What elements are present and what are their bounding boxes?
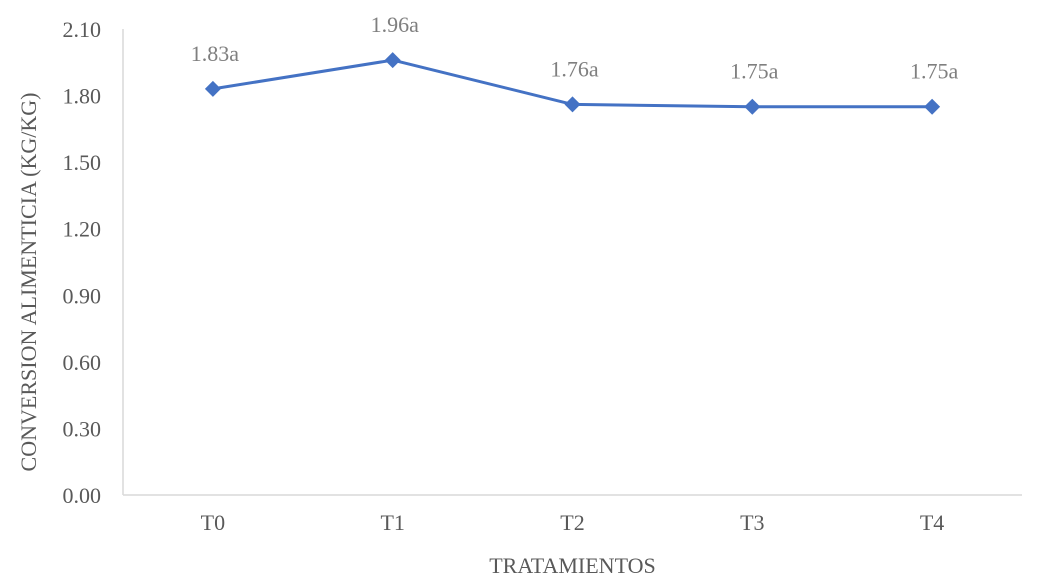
y-tick-label: 0.90	[63, 283, 102, 308]
y-axis: 0.00 0.30 0.60 0.90 1.20 1.50 1.80 2.10	[63, 17, 124, 508]
y-tick-label: 2.10	[63, 17, 102, 42]
data-point-marker	[564, 96, 581, 113]
data-label: 1.83a	[191, 41, 240, 66]
data-point-marker	[744, 98, 761, 115]
x-tick-label: T0	[201, 510, 225, 535]
y-axis-title: CONVERSION ALIMENTICIA (KG/KG)	[16, 93, 41, 472]
data-label: 1.76a	[550, 56, 599, 81]
y-tick-label: 1.50	[63, 150, 102, 175]
y-tick-label: 1.80	[63, 84, 102, 109]
x-tick-label: T3	[740, 510, 764, 535]
x-tick-label: T1	[380, 510, 404, 535]
data-label: 1.75a	[730, 59, 779, 84]
series-layer	[204, 52, 941, 115]
x-axis: T0 T1 T2 T3 T4	[123, 494, 1022, 535]
data-label: 1.75a	[910, 59, 959, 84]
y-tick-label: 1.20	[63, 217, 102, 242]
y-tick-label: 0.60	[63, 350, 102, 375]
x-tick-labels: T0 T1 T2 T3 T4	[201, 510, 945, 535]
y-tick-label: 0.30	[63, 416, 102, 441]
x-tick-label: T2	[560, 510, 584, 535]
data-point-marker	[204, 80, 221, 97]
y-tick-labels: 0.00 0.30 0.60 0.90 1.20 1.50 1.80 2.10	[63, 17, 102, 508]
x-tick-label: T4	[920, 510, 944, 535]
data-point-marker	[384, 52, 401, 69]
data-point-marker	[924, 98, 941, 115]
data-label: 1.96a	[371, 12, 420, 37]
y-tick-label: 0.00	[63, 483, 102, 508]
data-labels: 1.83a 1.96a 1.76a 1.75a 1.75a	[191, 12, 959, 84]
x-axis-title: TRATAMIENTOS	[489, 553, 656, 576]
